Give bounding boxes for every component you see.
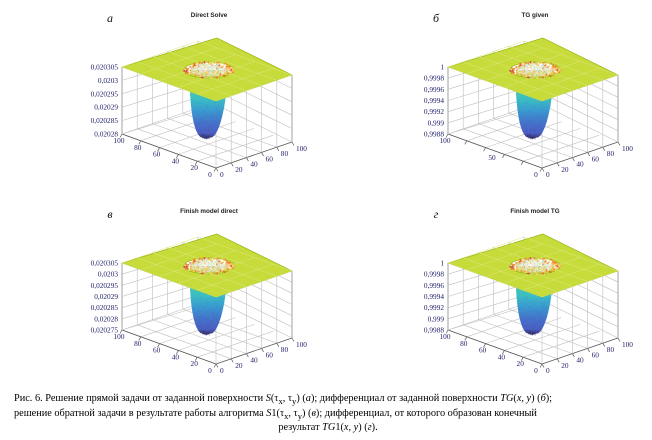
svg-text:60: 60	[592, 350, 600, 359]
svg-text:50: 50	[488, 153, 496, 162]
svg-text:100: 100	[440, 332, 451, 341]
svg-text:0,9996: 0,9996	[424, 85, 444, 94]
svg-text:Direct Solve: Direct Solve	[191, 12, 228, 19]
svg-text:60: 60	[266, 350, 274, 359]
svg-text:60: 60	[153, 150, 161, 159]
svg-text:0,0203: 0,0203	[98, 270, 118, 279]
svg-text:0: 0	[546, 170, 550, 179]
svg-text:0,9994: 0,9994	[424, 292, 444, 301]
svg-text:100: 100	[114, 136, 125, 145]
svg-text:0,020305: 0,020305	[91, 259, 119, 268]
svg-text:0,999: 0,999	[428, 314, 445, 323]
svg-text:a: a	[107, 11, 113, 25]
svg-text:100: 100	[622, 144, 633, 153]
svg-text:80: 80	[607, 345, 615, 354]
svg-text:40: 40	[250, 356, 258, 365]
svg-text:1: 1	[440, 63, 444, 72]
svg-text:Finish model TG: Finish model TG	[510, 208, 559, 215]
svg-text:0,0203: 0,0203	[98, 76, 118, 85]
svg-text:0: 0	[546, 366, 550, 375]
svg-text:80: 80	[281, 149, 289, 158]
svg-text:0,9992: 0,9992	[424, 107, 444, 116]
svg-text:20: 20	[517, 359, 525, 368]
svg-text:80: 80	[460, 339, 468, 348]
svg-text:0: 0	[534, 366, 538, 375]
svg-text:100: 100	[622, 340, 633, 349]
svg-text:TG given: TG given	[522, 12, 549, 19]
svg-text:40: 40	[172, 156, 180, 165]
svg-text:60: 60	[266, 154, 274, 163]
svg-text:40: 40	[498, 352, 506, 361]
svg-text:20: 20	[191, 359, 199, 368]
svg-text:80: 80	[134, 339, 142, 348]
svg-text:0,02029: 0,02029	[94, 103, 118, 112]
svg-text:0: 0	[220, 366, 224, 375]
svg-text:0,020295: 0,020295	[91, 89, 119, 98]
svg-text:0,999: 0,999	[428, 118, 445, 127]
svg-text:40: 40	[576, 356, 584, 365]
svg-text:60: 60	[479, 346, 487, 355]
svg-text:0,9998: 0,9998	[424, 270, 444, 279]
svg-text:80: 80	[281, 345, 289, 354]
svg-text:0: 0	[220, 170, 224, 179]
svg-text:г: г	[434, 207, 439, 221]
svg-text:60: 60	[592, 154, 600, 163]
svg-text:0,02028: 0,02028	[94, 314, 118, 323]
svg-text:б: б	[433, 11, 440, 25]
svg-text:40: 40	[250, 160, 258, 169]
svg-text:20: 20	[235, 361, 243, 370]
svg-text:1: 1	[440, 259, 444, 268]
svg-text:0: 0	[534, 170, 538, 179]
svg-text:100: 100	[440, 136, 451, 145]
svg-text:0,02029: 0,02029	[94, 292, 118, 301]
svg-text:0: 0	[208, 170, 212, 179]
svg-text:0,9996: 0,9996	[424, 281, 444, 290]
svg-text:100: 100	[296, 340, 307, 349]
svg-text:0,9992: 0,9992	[424, 303, 444, 312]
svg-text:0,020295: 0,020295	[91, 281, 119, 290]
svg-text:60: 60	[153, 346, 161, 355]
svg-text:0,020285: 0,020285	[91, 303, 119, 312]
svg-text:0,020285: 0,020285	[91, 116, 119, 125]
svg-text:Finish model direct: Finish model direct	[180, 208, 239, 215]
svg-text:40: 40	[172, 352, 180, 361]
svg-text:0: 0	[208, 366, 212, 375]
svg-text:в: в	[107, 207, 112, 221]
svg-text:20: 20	[561, 165, 569, 174]
svg-text:80: 80	[607, 149, 615, 158]
svg-text:20: 20	[191, 163, 199, 172]
svg-text:0,9998: 0,9998	[424, 74, 444, 83]
svg-text:100: 100	[296, 144, 307, 153]
svg-text:100: 100	[114, 332, 125, 341]
svg-text:80: 80	[134, 143, 142, 152]
svg-text:0,020305: 0,020305	[91, 63, 119, 72]
svg-text:20: 20	[235, 165, 243, 174]
svg-text:20: 20	[561, 361, 569, 370]
svg-text:0,9994: 0,9994	[424, 96, 444, 105]
svg-text:40: 40	[576, 160, 584, 169]
